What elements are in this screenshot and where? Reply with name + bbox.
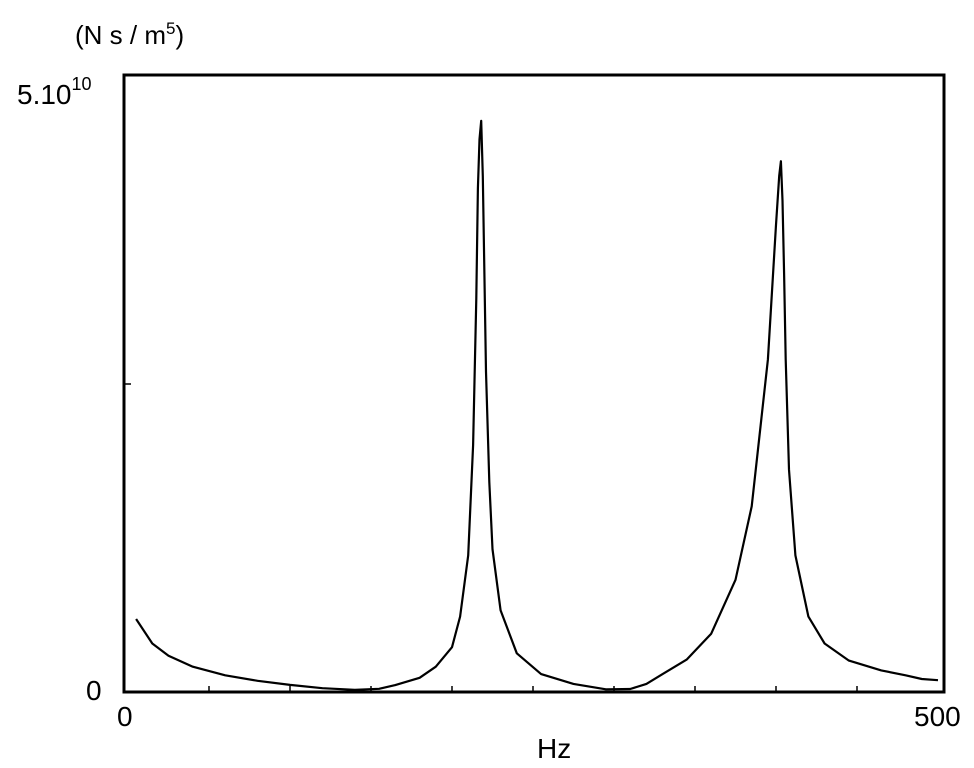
x-tick-label-start: 0 <box>117 701 133 732</box>
plot-frame <box>122 73 946 694</box>
y-axis-label: (N s / m5) <box>75 19 184 50</box>
x-axis-label: Hz <box>537 733 571 764</box>
axis-ticks <box>124 383 858 692</box>
y-axis-unit-exponent: 5 <box>166 19 175 38</box>
y-tick-top-exponent: 10 <box>72 74 92 94</box>
y-tick-top-mantissa: 5.10 <box>17 79 72 110</box>
y-axis-unit-close: ) <box>175 20 184 50</box>
x-tick-label-end: 500 <box>914 701 961 732</box>
y-axis-unit: (N s / m <box>75 20 166 50</box>
y-tick-label-top: 5.1010 <box>17 74 92 110</box>
y-tick-label-zero: 0 <box>86 675 102 706</box>
series-line <box>135 119 939 691</box>
